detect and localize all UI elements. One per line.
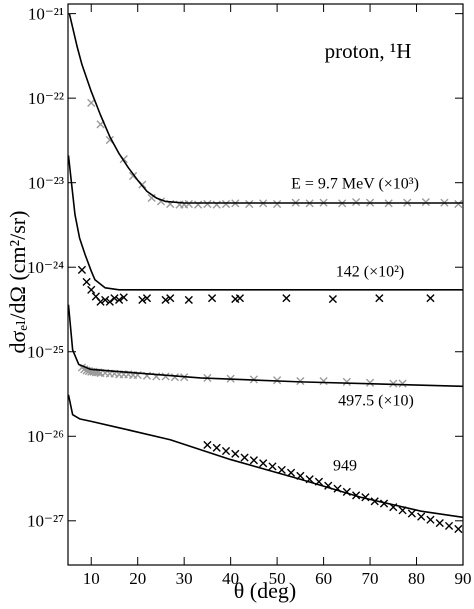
data-point bbox=[184, 199, 193, 209]
data-point bbox=[115, 295, 124, 305]
data-point bbox=[110, 294, 119, 303]
data-point bbox=[184, 295, 193, 305]
data-point bbox=[221, 446, 231, 456]
data-point bbox=[231, 449, 240, 458]
curve bbox=[68, 13, 463, 204]
y-tick-label: 10⁻²² bbox=[28, 89, 64, 108]
data-point bbox=[87, 285, 96, 294]
data-point bbox=[203, 199, 212, 209]
data-point bbox=[342, 377, 351, 386]
data-point bbox=[421, 197, 430, 207]
data-point bbox=[277, 465, 286, 475]
x-tick-label: 20 bbox=[129, 569, 146, 588]
data-point bbox=[296, 376, 305, 386]
y-tick-label: 10⁻²⁴ bbox=[27, 258, 64, 277]
y-tick-label: 10⁻²³ bbox=[28, 174, 64, 193]
data-point bbox=[249, 456, 258, 465]
data-point bbox=[454, 199, 463, 209]
data-point bbox=[389, 379, 398, 388]
data-point bbox=[328, 294, 337, 304]
data-point bbox=[282, 294, 291, 303]
series-label: E = 9.7 MeV (×10³) bbox=[291, 176, 419, 193]
data-point bbox=[435, 518, 444, 528]
data-point bbox=[161, 295, 170, 305]
x-tick-label: 30 bbox=[176, 569, 193, 588]
data-point bbox=[87, 98, 96, 107]
annotation: proton, ¹H bbox=[325, 39, 412, 63]
data-point bbox=[142, 294, 152, 303]
data-point bbox=[398, 379, 407, 388]
data-point bbox=[365, 378, 375, 387]
y-tick-label: 10⁻²⁵ bbox=[27, 343, 64, 362]
data-point bbox=[319, 376, 328, 386]
curve bbox=[68, 304, 463, 388]
curve bbox=[68, 394, 463, 519]
data-point bbox=[444, 521, 454, 531]
curve bbox=[68, 155, 463, 291]
data-point bbox=[417, 512, 426, 521]
data-point bbox=[426, 294, 435, 303]
y-tick-label: 10⁻²⁶ bbox=[27, 427, 64, 446]
data-point bbox=[379, 499, 389, 508]
data-point bbox=[245, 199, 254, 209]
data-point bbox=[235, 294, 245, 303]
data-point bbox=[352, 197, 361, 207]
data-point bbox=[138, 295, 147, 305]
data-point bbox=[203, 440, 212, 450]
data-point bbox=[268, 462, 277, 471]
data-point bbox=[82, 277, 91, 287]
data-point bbox=[96, 297, 105, 306]
data-point bbox=[166, 294, 175, 303]
data-point bbox=[375, 294, 384, 303]
data-point bbox=[259, 459, 268, 468]
y-axis-label: dσₑₗ/dΩ (cm²/sr) bbox=[5, 211, 30, 354]
plot-area bbox=[68, 13, 463, 534]
data-point bbox=[454, 524, 463, 534]
x-tick-label: 50 bbox=[269, 569, 286, 588]
data-point bbox=[370, 497, 379, 506]
data-point bbox=[77, 265, 87, 274]
y-tick-label: 10⁻²¹ bbox=[28, 5, 64, 24]
data-point bbox=[273, 199, 282, 209]
x-tick-label: 10 bbox=[83, 569, 100, 588]
x-tick-label: 80 bbox=[408, 569, 425, 588]
plot-frame bbox=[67, 3, 464, 566]
series-label: 142 (×10²) bbox=[336, 264, 404, 281]
x-tick-label: 60 bbox=[315, 569, 332, 588]
x-tick-label: 90 bbox=[455, 569, 472, 588]
data-point bbox=[101, 295, 110, 305]
data-point bbox=[221, 199, 231, 209]
data-point bbox=[207, 294, 217, 303]
data-point bbox=[161, 372, 170, 381]
data-point bbox=[240, 453, 249, 462]
data-point bbox=[212, 443, 221, 452]
x-tick-label: 70 bbox=[362, 569, 379, 588]
data-point bbox=[119, 293, 128, 302]
data-point bbox=[426, 515, 435, 524]
data-point bbox=[407, 509, 416, 518]
x-tick-label: 40 bbox=[222, 569, 239, 588]
x-axis-label: θ (deg) bbox=[234, 578, 296, 603]
data-point bbox=[105, 297, 114, 306]
series-label: 949 bbox=[333, 458, 357, 475]
data-point bbox=[170, 373, 179, 382]
y-tick-label: 10⁻²⁷ bbox=[27, 512, 64, 531]
series-label: 497.5 (×10) bbox=[338, 393, 414, 410]
